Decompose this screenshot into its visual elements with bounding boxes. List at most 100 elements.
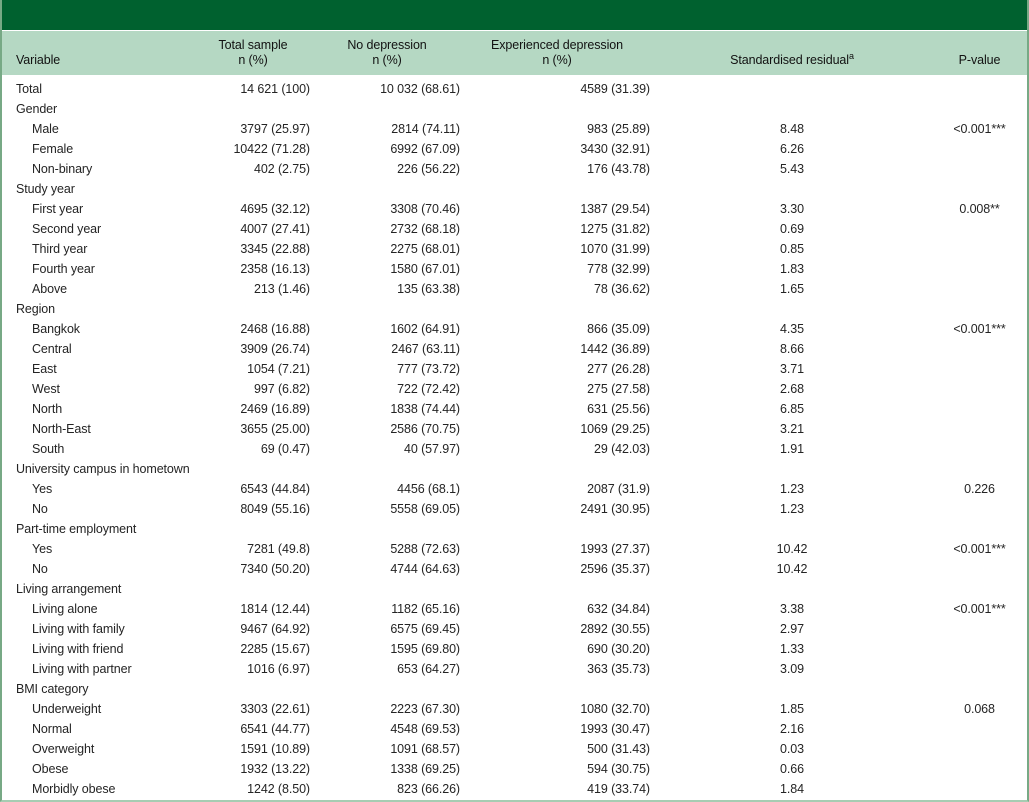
table-row: Central 3909 (26.74) 2467 (63.11) 1442 (36.… [2, 339, 1027, 359]
table-group-row: Part-time employment [2, 519, 1027, 539]
no-depression-cell: 2586 (70.75) [390, 422, 460, 436]
experienced-depression-cell: 1387 (29.54) [580, 202, 650, 216]
experienced-depression-cell [462, 459, 652, 479]
total-sample-cell: 1016 (6.97) [247, 662, 310, 676]
variable-cell: Fourth year [32, 262, 95, 276]
standardised-residual-cell: 6.85 [780, 402, 804, 416]
no-depression-cell: 2732 (68.18) [390, 222, 460, 236]
p-value-cell [932, 179, 1027, 199]
col-header-variable: Variable [2, 31, 194, 75]
table-row: Non-binary 402 (2.75) 226 (56.22) 176 (43.7… [2, 159, 1027, 179]
col-header-total-sample-line1: Total sample [218, 38, 288, 52]
experienced-depression-cell [462, 519, 652, 539]
experienced-depression-cell: 1070 (31.99) [580, 242, 650, 256]
experienced-depression-cell: 1275 (31.82) [580, 222, 650, 236]
standardised-residual-cell [652, 75, 932, 99]
table-row: Obese 1932 (13.22) 1338 (69.25) 594 (30.75)… [2, 759, 1027, 779]
table-row: West 997 (6.82) 722 (72.42) 275 (27.58) 2.68 [2, 379, 1027, 399]
variable-cell: Male [32, 122, 59, 136]
p-value-cell [932, 359, 1027, 379]
table-row: Overweight 1591 (10.89) 1091 (68.57) 500 (3… [2, 739, 1027, 759]
no-depression-cell: 5288 (72.63) [390, 542, 460, 556]
total-sample-cell: 6543 (44.84) [240, 482, 310, 496]
p-value-cell [932, 659, 1027, 679]
standardised-residual-cell: 3.38 [780, 602, 804, 616]
no-depression-cell: 2814 (74.11) [391, 122, 460, 136]
experienced-depression-cell: 690 (30.20) [587, 642, 650, 656]
total-sample-cell: 14 621 (100) [240, 82, 310, 96]
table-row: Bangkok 2468 (16.88) 1602 (64.91) 866 (35.0… [2, 319, 1027, 339]
total-sample-cell [194, 179, 312, 199]
experienced-depression-cell: 594 (30.75) [587, 762, 650, 776]
variable-cell: Living alone [32, 602, 98, 616]
experienced-depression-cell [462, 99, 652, 119]
variable-cell: First year [32, 202, 84, 216]
no-depression-cell: 5558 (69.05) [390, 502, 460, 516]
total-sample-cell: 2358 (16.13) [240, 262, 310, 276]
no-depression-cell: 4456 (68.1) [397, 482, 460, 496]
table-body: Total 14 621 (100) 10 032 (68.61) 4589 (31.… [2, 75, 1027, 799]
experienced-depression-cell: 419 (33.74) [587, 782, 650, 796]
experienced-depression-cell: 2087 (31.9) [587, 482, 650, 496]
table-row: Above 213 (1.46) 135 (63.38) 78 (36.62) 1.65 [2, 279, 1027, 299]
standardised-residual-cell: 2.97 [780, 622, 804, 636]
table-group-row: Region [2, 299, 1027, 319]
variable-cell: Living with friend [32, 642, 124, 656]
variable-cell: Yes [32, 542, 53, 556]
no-depression-cell: 823 (66.26) [397, 782, 460, 796]
experienced-depression-cell: 2892 (30.55) [580, 622, 650, 636]
no-depression-cell: 1580 (67.01) [390, 262, 460, 276]
total-sample-cell: 69 (0.47) [260, 442, 310, 456]
experienced-depression-cell: 983 (25.89) [587, 122, 650, 136]
p-value-cell: 0.068 [964, 702, 995, 716]
standardised-residual-cell: 3.09 [780, 662, 804, 676]
total-sample-cell: 3345 (22.88) [240, 242, 310, 256]
total-sample-cell: 3655 (25.00) [240, 422, 310, 436]
experienced-depression-cell [462, 179, 652, 199]
col-header-total-sample: Total sample n (%) [194, 31, 312, 75]
standardised-residual-cell [652, 519, 932, 539]
p-value-cell [932, 759, 1027, 779]
variable-cell: Total [16, 82, 42, 96]
p-value-cell [932, 579, 1027, 599]
total-sample-cell: 2285 (15.67) [240, 642, 310, 656]
p-value-cell: <0.001*** [953, 322, 1006, 336]
statistics-table: Variable Total sample n (%) No depression… [2, 31, 1027, 799]
variable-cell: Living with partner [32, 662, 132, 676]
table-row: First year 4695 (32.12) 3308 (70.46) 1387 (… [2, 199, 1027, 219]
total-sample-cell: 4695 (32.12) [240, 202, 310, 216]
no-depression-cell: 10 032 (68.61) [380, 82, 460, 96]
variable-cell: Yes [32, 482, 53, 496]
no-depression-cell: 135 (63.38) [397, 282, 460, 296]
experienced-depression-cell: 631 (25.56) [587, 402, 650, 416]
standardised-residual-cell [652, 99, 932, 119]
table-row: East 1054 (7.21) 777 (73.72) 277 (26.28) 3.7… [2, 359, 1027, 379]
p-value-cell [932, 299, 1027, 319]
p-value-cell: <0.001*** [953, 602, 1006, 616]
experienced-depression-cell: 29 (42.03) [594, 442, 650, 456]
no-depression-cell: 4744 (64.63) [390, 562, 460, 576]
experienced-depression-cell [462, 679, 652, 699]
variable-cell: Living arrangement [16, 582, 122, 596]
experienced-depression-cell: 1993 (27.37) [580, 542, 650, 556]
col-header-no-depression: No depression n (%) [312, 31, 462, 75]
total-sample-cell: 9467 (64.92) [240, 622, 310, 636]
variable-cell: Living with family [32, 622, 125, 636]
table-row: Male 3797 (25.97) 2814 (74.11) 983 (25.89) 8… [2, 119, 1027, 139]
variable-cell: Non-binary [32, 162, 93, 176]
no-depression-cell: 2467 (63.11) [391, 342, 460, 356]
p-value-cell [932, 779, 1027, 799]
p-value-cell [932, 239, 1027, 259]
p-value-cell [932, 279, 1027, 299]
p-value-cell [932, 719, 1027, 739]
header-row: Variable Total sample n (%) No depression… [2, 31, 1027, 75]
variable-cell: Region [16, 302, 56, 316]
experienced-depression-cell: 632 (34.84) [587, 602, 650, 616]
experienced-depression-cell: 1069 (29.25) [580, 422, 650, 436]
experienced-depression-cell: 277 (26.28) [587, 362, 650, 376]
p-value-cell: 0.008** [959, 202, 1000, 216]
table-row: Total 14 621 (100) 10 032 (68.61) 4589 (31.… [2, 75, 1027, 99]
total-sample-cell: 997 (6.82) [254, 382, 310, 396]
no-depression-cell [312, 179, 462, 199]
total-sample-cell [194, 459, 312, 479]
